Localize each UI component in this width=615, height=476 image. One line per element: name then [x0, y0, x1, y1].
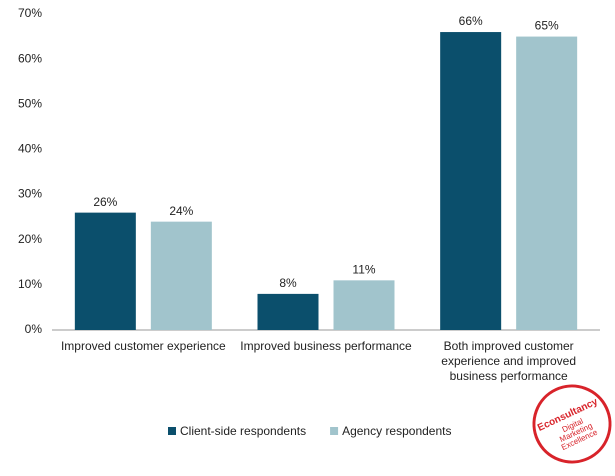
logo: Econsultancy Digital Marketing Excellenc…	[532, 384, 612, 464]
legend-swatch	[168, 427, 176, 435]
value-label: 24%	[169, 204, 193, 218]
x-tick-label: Both improved customer experience and imp…	[441, 339, 576, 383]
value-label: 11%	[352, 263, 375, 277]
x-tick-label: Improved customer experience	[61, 339, 226, 353]
bar	[440, 32, 502, 331]
y-tick-label: 60%	[18, 51, 42, 65]
y-tick-label: 20%	[18, 232, 42, 246]
legend-label: Client-side respondents	[180, 424, 306, 438]
value-label: 26%	[93, 195, 117, 209]
bar	[333, 280, 395, 330]
y-tick-label: 50%	[18, 96, 42, 110]
y-tick-label: 0%	[25, 322, 43, 336]
y-tick-label: 70%	[18, 6, 42, 20]
bar	[150, 221, 212, 330]
bar	[257, 293, 319, 330]
value-label: 65%	[535, 19, 559, 33]
y-tick-label: 40%	[18, 142, 42, 156]
y-tick-label: 30%	[18, 187, 42, 201]
logo-ring	[532, 384, 612, 464]
legend-swatch	[330, 427, 339, 435]
y-tick-label: 10%	[18, 277, 42, 291]
legend-label: Agency respondents	[342, 424, 451, 438]
x-tick-label: Improved business performance	[240, 339, 412, 353]
bar	[516, 36, 578, 330]
value-label: 66%	[459, 14, 483, 28]
value-label: 8%	[279, 276, 297, 290]
bar	[74, 212, 136, 330]
